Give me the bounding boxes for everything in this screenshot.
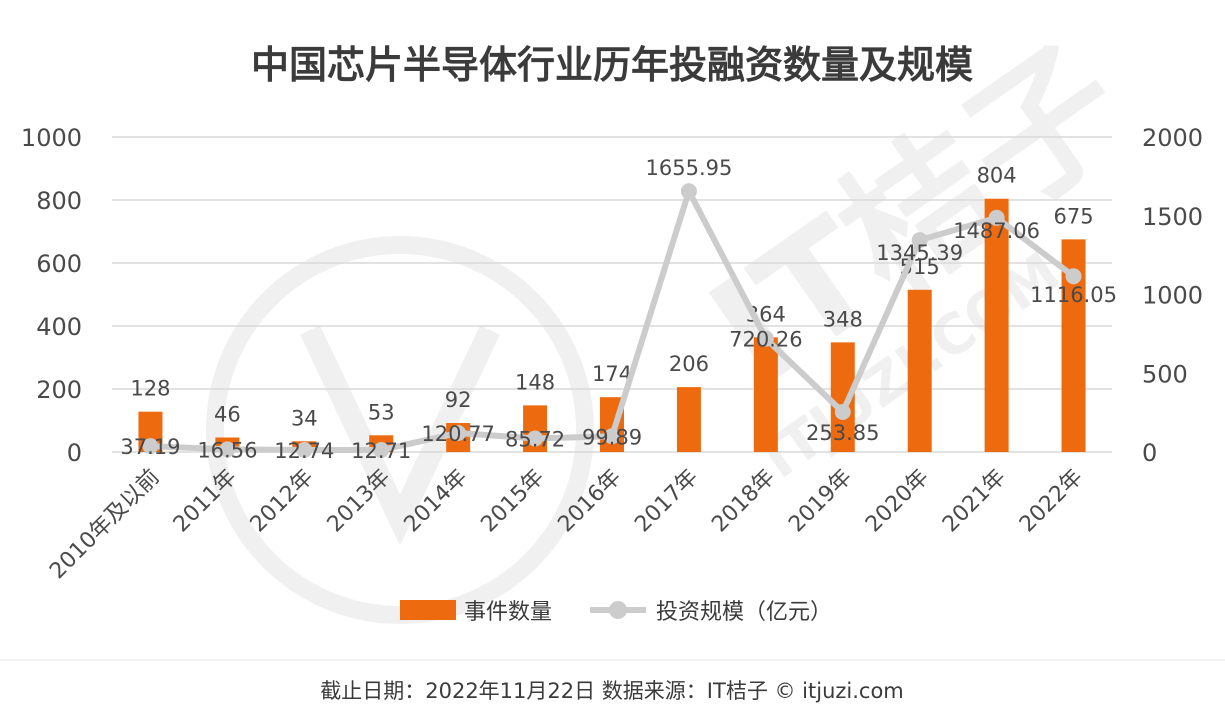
line-value-label: 1655.95 [646,156,733,180]
line-point [527,430,544,447]
bar-value-label: 206 [669,352,709,376]
y-right-tick-label: 0 [1142,439,1157,467]
line-value-label: 99.89 [582,425,642,449]
line-point [1065,268,1082,285]
y-left-tick-label: 1000 [21,124,82,152]
line-value-label: 37.19 [120,435,180,459]
legend-bar-swatch [400,600,456,620]
bar-value-label: 92 [445,388,472,412]
bar-value-label: 34 [291,406,318,430]
y-left-tick-label: 400 [36,313,82,341]
line-point [373,441,390,458]
line-value-label: 85.72 [505,427,565,451]
line-point [142,438,159,455]
line-value-label: 1345.39 [876,241,963,265]
line-point [219,441,236,458]
legend-line-label: 投资规模（亿元） [656,600,832,625]
line-value-label: 12.71 [351,439,411,463]
bar-value-label: 53 [368,400,395,424]
bar-value-label: 128 [130,377,170,401]
footer-source: 截止日期：2022年11月22日 数据来源：IT桔子 © itjuzi.com [320,679,904,703]
y-left-tick-label: 800 [36,187,82,215]
line-value-label: 12.74 [274,439,334,463]
y-right-tick-label: 500 [1142,360,1188,388]
line-series [142,183,1082,458]
line-point [296,441,313,458]
bar-value-label: 46 [214,403,241,427]
y-right-tick-label: 1000 [1142,282,1203,310]
legend: 事件数量 投资规模（亿元） [400,600,832,625]
line-point [988,209,1005,226]
line-point [604,428,620,445]
line-point [834,404,851,421]
line-value-label: 720.26 [729,328,802,352]
y-left-tick-label: 600 [36,250,82,278]
line-point [680,183,697,200]
y-right-tick-label: 1500 [1142,203,1203,231]
legend-line-marker [609,601,627,619]
y-axis-left: 0 200 400 600 800 1000 [21,124,82,467]
y-right-tick-label: 2000 [1142,124,1203,152]
line-data-labels: 37.19 16.56 12.74 12.71 120.77 85.72 99.89 1655… [120,156,1117,463]
bar [676,387,701,452]
bar-value-label: 348 [823,307,863,331]
bar-value-label: 804 [977,164,1017,188]
line-value-label: 16.56 [197,438,257,462]
line-point [450,424,467,441]
bar [753,337,778,452]
bar-value-label: 148 [515,370,555,394]
y-axis-right: 0 500 1000 1500 2000 [1142,124,1203,467]
line-value-label: 120.77 [421,422,494,446]
chart-title: 中国芯片半导体行业历年投融资数量及规模 [251,43,973,87]
line-value-label: 253.85 [806,421,879,445]
line-point [757,330,774,347]
y-left-tick-label: 0 [67,439,82,467]
bar-value-label: 675 [1053,204,1093,228]
y-left-tick-label: 200 [36,376,82,404]
bar-value-label: 174 [592,362,632,386]
legend-bar-label: 事件数量 [464,600,552,625]
line-value-label: 1487.06 [953,219,1040,243]
line-point [911,232,928,249]
bar [984,198,1009,452]
line-value-label: 1116.05 [1030,283,1117,307]
bar [907,289,932,452]
